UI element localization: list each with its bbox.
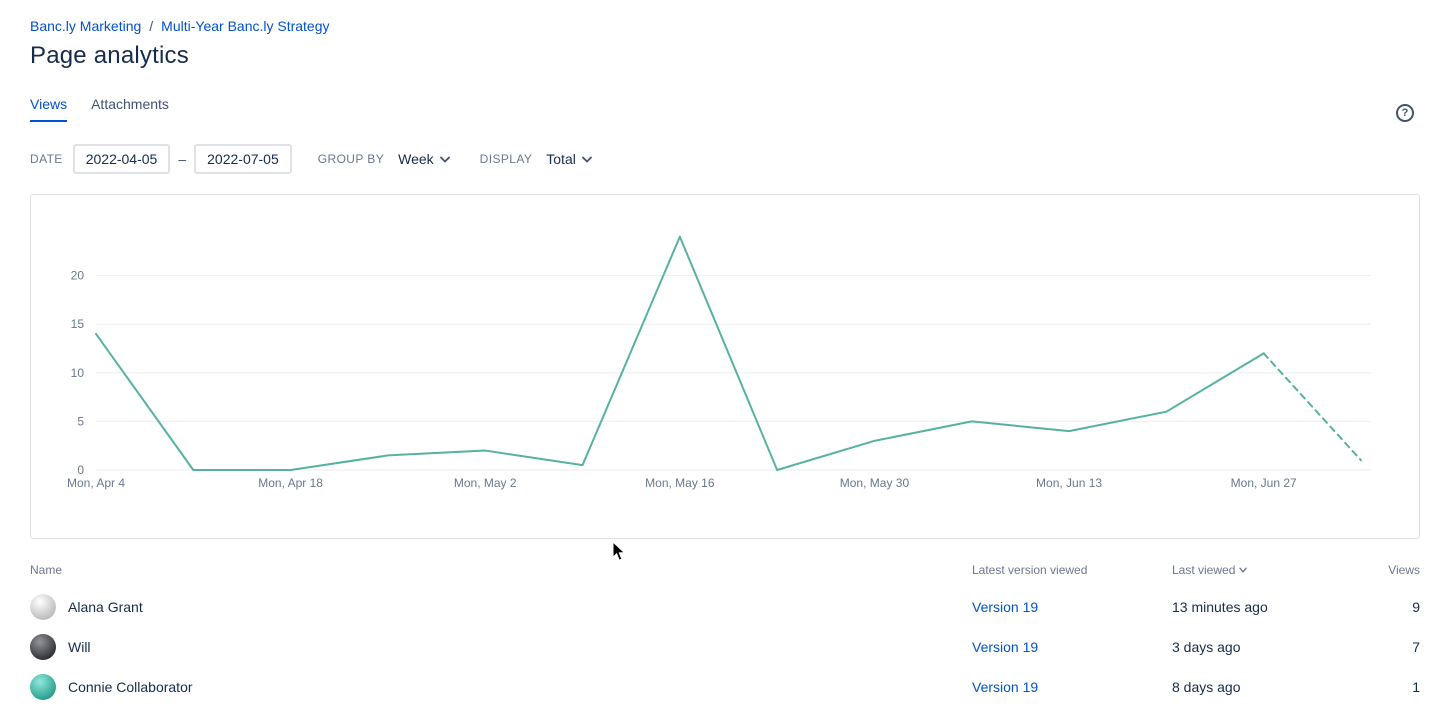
line-chart-canvas: 0 5 10 15 20 Mon, Apr 4 Mon, Apr 18 Mon, May 2 M… (67, 235, 1371, 490)
date-range-separator: – (178, 151, 187, 167)
table-row: Alana Grant Version 19 13 minutes ago 9 (30, 587, 1420, 627)
chevron-down-icon (581, 156, 592, 163)
display-label: DISPLAY (479, 152, 533, 166)
column-header-last-viewed[interactable]: Last viewed (1172, 563, 1372, 577)
help-icon[interactable]: ? (1396, 104, 1414, 122)
avatar (30, 674, 56, 700)
last-viewed-value: 8 days ago (1172, 679, 1241, 695)
breadcrumb-link-page[interactable]: Multi-Year Banc.ly Strategy (161, 18, 330, 34)
column-header-last-viewed-label: Last viewed (1172, 563, 1236, 577)
avatar (30, 594, 56, 620)
display-select[interactable]: Total (542, 145, 596, 173)
views-count: 9 (1412, 599, 1420, 615)
date-label: DATE (30, 152, 63, 166)
viewer-name: Will (68, 639, 91, 655)
column-header-name: Name (30, 563, 63, 577)
chevron-down-icon (439, 156, 450, 163)
breadcrumb-separator: / (149, 18, 154, 34)
breadcrumb: Banc.ly Marketing / Multi-Year Banc.ly S… (30, 18, 1420, 34)
svg-text:0: 0 (77, 463, 84, 477)
svg-text:Mon, May 30: Mon, May 30 (840, 476, 910, 490)
tab-bar: Views Attachments ? (30, 96, 1420, 122)
date-to-input[interactable]: 2022-07-05 (194, 144, 292, 174)
svg-text:Mon, Jun 13: Mon, Jun 13 (1036, 476, 1102, 490)
tab-views[interactable]: Views (30, 96, 68, 122)
column-header-views: Views (1388, 563, 1420, 577)
version-link[interactable]: Version 19 (972, 639, 1039, 655)
viewers-table: Name Latest version viewed Last viewed V… (30, 557, 1420, 707)
viewer-name: Alana Grant (68, 599, 143, 615)
svg-text:Mon, May 2: Mon, May 2 (454, 476, 517, 490)
column-header-version: Latest version viewed (972, 563, 1088, 577)
breadcrumb-link-space[interactable]: Banc.ly Marketing (30, 18, 142, 34)
group-by-label: GROUP BY (317, 152, 385, 166)
svg-text:5: 5 (77, 414, 84, 428)
last-viewed-value: 3 days ago (1172, 639, 1241, 655)
tab-attachments[interactable]: Attachments (91, 96, 169, 112)
svg-text:Mon, Apr 18: Mon, Apr 18 (258, 476, 323, 490)
table-row: Will Version 19 3 days ago 7 (30, 627, 1420, 667)
group-by-value: Week (398, 151, 434, 167)
svg-text:15: 15 (71, 317, 85, 331)
table-header-row: Name Latest version viewed Last viewed V… (30, 557, 1420, 587)
svg-text:Mon, Apr 4: Mon, Apr 4 (67, 476, 125, 490)
version-link[interactable]: Version 19 (972, 599, 1039, 615)
display-value: Total (546, 151, 576, 167)
svg-text:Mon, Jun 27: Mon, Jun 27 (1231, 476, 1297, 490)
viewer-name: Connie Collaborator (68, 679, 193, 695)
views-count: 1 (1412, 679, 1420, 695)
views-line-chart: 0 5 10 15 20 Mon, Apr 4 Mon, Apr 18 Mon, May 2 M… (30, 194, 1420, 539)
svg-text:Mon, May 16: Mon, May 16 (645, 476, 715, 490)
views-count: 7 (1412, 639, 1420, 655)
sort-descending-icon (1239, 567, 1248, 573)
last-viewed-value: 13 minutes ago (1172, 599, 1268, 615)
table-row: Connie Collaborator Version 19 8 days ag… (30, 667, 1420, 707)
page-title: Page analytics (30, 42, 189, 69)
svg-text:20: 20 (71, 269, 85, 283)
filter-bar: DATE 2022-04-05 – 2022-07-05 GROUP BY We… (30, 144, 1420, 174)
svg-text:10: 10 (71, 366, 85, 380)
date-from-input[interactable]: 2022-04-05 (72, 144, 171, 174)
group-by-select[interactable]: Week (394, 145, 454, 173)
avatar (30, 634, 56, 660)
version-link[interactable]: Version 19 (972, 679, 1039, 695)
